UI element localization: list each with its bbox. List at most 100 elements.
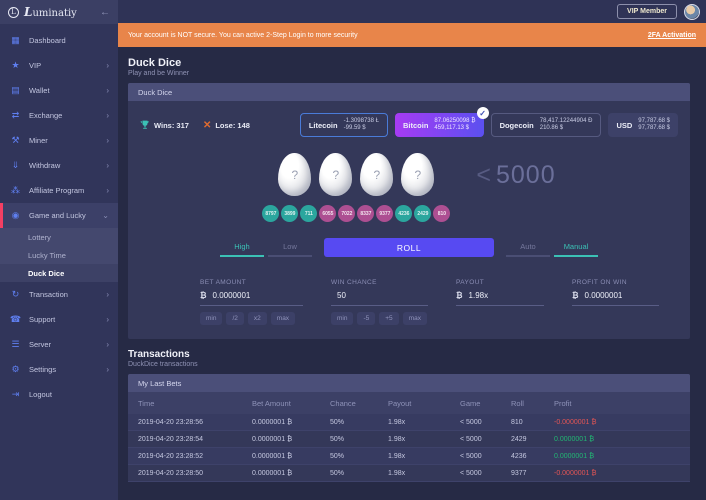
field-profit-on-win: PROFIT ON WIN ₿ 0.0000001 (572, 279, 659, 325)
transaction-icon: ↻ (11, 289, 20, 299)
sidebar-item-server[interactable]: ☰ Server › (0, 332, 118, 357)
currency-card-bitcoin[interactable]: Bitcoin 87.06250098 ₿ 459,117.13 $ ✓ (394, 107, 489, 137)
logout-icon: ⇥ (11, 389, 20, 399)
roll-history-chip[interactable]: 3899 (281, 205, 299, 222)
miner-icon: ⚒ (11, 135, 20, 145)
auto-manual-tabs: Auto Manual (506, 238, 598, 257)
egg[interactable]: ? (360, 153, 394, 196)
bet-field-input[interactable]: ₿ 0.0000001 (200, 291, 303, 306)
my-last-bets-header: My Last Bets (128, 374, 690, 392)
lose-stat: ✕ Lose: 148 (202, 119, 250, 131)
chevron-icon: › (106, 340, 109, 349)
field-win-chance: WIN CHANCE 50 min -5 +5 max (331, 279, 428, 325)
dashboard-icon: ▦ (11, 35, 20, 45)
submenu-item-lucky-time[interactable]: Lucky Time (28, 250, 66, 260)
trophy-icon (140, 120, 150, 130)
sidebar-submenu: Lottery Lucky Time Duck Dice (0, 228, 118, 282)
sidebar-item-dashboard[interactable]: ▦ Dashboard (0, 28, 118, 53)
submenu-item-duck-dice[interactable]: Duck Dice (0, 264, 118, 282)
sidebar-item-support[interactable]: ☎ Support › (9, 314, 109, 324)
exchange-icon: ⇄ (11, 110, 20, 120)
brand-logo-icon: L (8, 6, 19, 18)
sidebar-item-miner[interactable]: ⚒ Miner › (0, 128, 118, 153)
duck-dice-panel: Duck Dice Wins: 317 ✕ Lose: 148 Lit (128, 83, 690, 339)
brand-name: Luminatiy (24, 5, 77, 19)
bet-row: 2019-04-20 23:28:52 0.0000001 ₿ 50% 1.98… (128, 448, 690, 465)
sidebar-item-transaction[interactable]: ↻ Transaction › (0, 282, 118, 307)
less-than-icon: < (476, 161, 492, 189)
egg[interactable]: ? (278, 153, 312, 196)
wallet-icon: ▤ (11, 85, 20, 95)
bet-row: 2019-04-20 23:28:56 0.0000001 ₿ 50% 1.98… (128, 414, 690, 431)
duck-dice-panel-header: Duck Dice (128, 83, 690, 101)
bet-adjust-button--5[interactable]: +5 (379, 312, 399, 325)
avatar[interactable] (684, 3, 700, 20)
sidebar-item-exchange[interactable]: ⇄ Exchange › (0, 103, 118, 128)
chevron-icon: › (106, 290, 109, 299)
sidebar-item-affiliate-program[interactable]: ⁂ Affiliate Program › (11, 185, 109, 195)
bet-adjust-button-min[interactable]: min (331, 312, 354, 325)
roll-history-chip[interactable]: 7022 (338, 205, 356, 222)
bet-fields: BET AMOUNT ₿ 0.0000001 min/2 x2 max WIN CH… (200, 279, 678, 325)
chevron-icon: › (106, 136, 109, 145)
sidebar-item-vip[interactable]: ★ VIP › (0, 53, 118, 78)
bet-adjust-button--5[interactable]: -5 (357, 312, 376, 325)
vip-icon: ★ (11, 60, 20, 70)
roll-history-chip[interactable]: 9377 (376, 205, 394, 222)
bet-adjust-button-max[interactable]: max (270, 312, 296, 325)
roll-history-chip[interactable]: 711 (300, 205, 318, 222)
lose-x-icon: ✕ (202, 119, 212, 131)
roll-history-chip[interactable]: 8337 (357, 205, 375, 222)
sidebar-item-settings[interactable]: ⚙ Settings › (0, 357, 118, 382)
security-banner: Your account is NOT secure. You can acti… (118, 23, 706, 47)
roll-history-chip[interactable]: 8797 (262, 205, 280, 222)
egg[interactable]: ? (401, 153, 435, 196)
bet-adjust-button-x2[interactable]: x2 (247, 312, 267, 325)
withdraw-icon: ⇓ (11, 160, 20, 170)
egg[interactable]: ? (319, 153, 353, 196)
settings-icon: ⚙ (11, 364, 20, 374)
sidebar-collapse-icon[interactable]: ← (100, 6, 110, 18)
sidebar-nav-top: ▦ Dashboard ★ VIP › ▤ Wallet › ⇄ Exchang… (0, 28, 118, 228)
currency-card-litecoin[interactable]: Litecoin -1.3098738 Ł -99.59 $ (299, 113, 388, 137)
field-payout: PAYOUT ₿ 1.98x (456, 279, 544, 325)
sidebar-item-withdraw[interactable]: ⇓ Withdraw › (0, 153, 118, 178)
bet-field-input[interactable]: ₿ 0.0000001 (572, 291, 659, 306)
chevron-icon: ⌄ (102, 211, 109, 220)
bet-field-input[interactable]: ₿ 1.98x (456, 291, 544, 306)
chevron-icon: › (106, 186, 109, 195)
banner-message: Your account is NOT secure. You can acti… (128, 31, 358, 39)
roll-button[interactable]: ROLL (324, 238, 494, 257)
content: Duck Dice Play and be Winner Duck Dice W… (118, 47, 706, 500)
2fa-activation-link[interactable]: 2FA Activation (647, 31, 696, 39)
tab-manual[interactable]: Manual (554, 238, 598, 257)
tab-auto[interactable]: Auto (506, 238, 550, 257)
roll-history-chip[interactable]: 2429 (414, 205, 432, 222)
field-bet-amount: BET AMOUNT ₿ 0.0000001 min/2 x2 max (200, 279, 303, 325)
transactions-subtitle: DuckDice transactions (128, 361, 198, 368)
submenu-item-lottery[interactable]: Lottery (28, 232, 51, 242)
roll-history: 8797 3899 711 6055 7022 8337 9377 4236 2429 810 (262, 205, 451, 222)
sidebar-item-game-and-lucky[interactable]: ◉ Game and Lucky ⌄ (0, 203, 118, 228)
tab-low[interactable]: Low (268, 238, 312, 257)
bet-adjust-button-min[interactable]: min (200, 312, 223, 325)
bet-adjust-button--2[interactable]: /2 (226, 312, 244, 325)
currency-card-dogecoin[interactable]: Dogecoin 78,417.12244904 Đ 210.86 $ (490, 113, 602, 137)
sidebar-item-logout[interactable]: ⇥ Logout (0, 382, 118, 407)
roll-history-chip[interactable]: 810 (433, 205, 451, 222)
roll-history-chip[interactable]: 6055 (319, 205, 337, 222)
page-title: Duck Dice (128, 57, 182, 69)
page-subtitle: Play and be Winner (128, 70, 190, 77)
vip-member-button[interactable]: VIP Member (617, 4, 677, 19)
sidebar-item-wallet[interactable]: ▤ Wallet › (0, 78, 118, 103)
server-icon: ☰ (11, 339, 20, 349)
currency-card-usd[interactable]: USD 97,787.68 $97,787.68 $ (608, 113, 678, 137)
bet-field-input[interactable]: 50 (331, 291, 428, 306)
roll-history-chip[interactable]: 4236 (395, 205, 413, 222)
chevron-icon: › (106, 111, 109, 120)
game-icon: ◉ (11, 210, 20, 220)
tab-high[interactable]: High (220, 238, 264, 257)
bets-table-body: 2019-04-20 23:28:56 0.0000001 ₿ 50% 1.98… (128, 414, 690, 482)
bet-adjust-button-max[interactable]: max (402, 312, 427, 325)
chevron-icon: › (106, 61, 109, 70)
